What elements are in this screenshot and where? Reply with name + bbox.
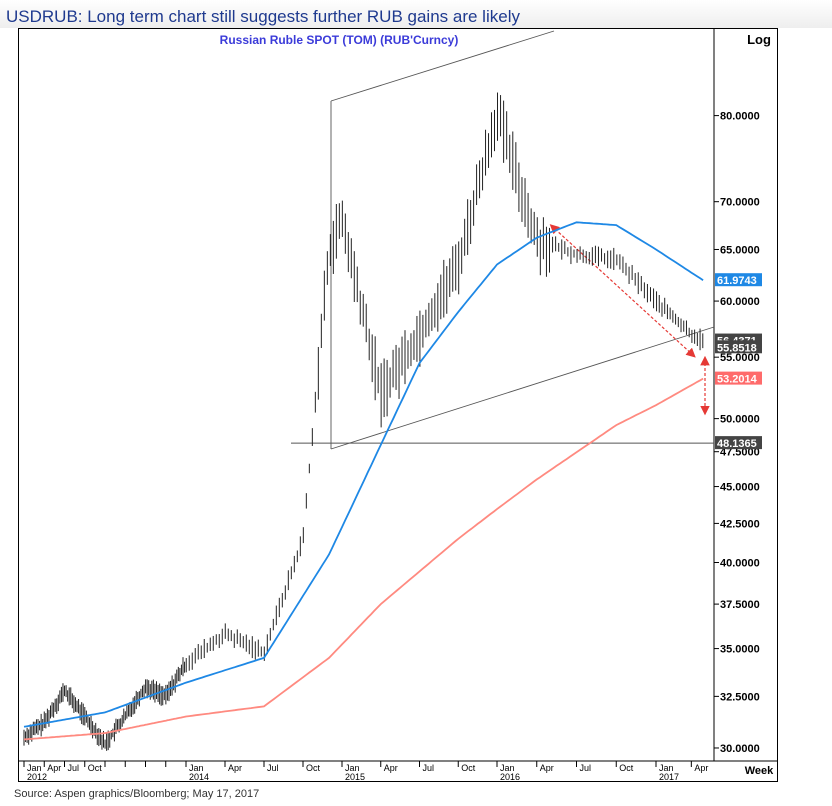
axes: 30.0000 32.5000 35.0000 37.5000 40.0000 42.50… (19, 29, 777, 781)
price-bars (23, 92, 704, 751)
y-tick-label: 42.5000 (720, 518, 760, 530)
y-tick-label: 30.0000 (720, 743, 760, 755)
x-tick-label: Jul (580, 763, 592, 773)
value-label-text: 53.2014 (717, 374, 758, 386)
x-year-label: 2016 (500, 772, 520, 781)
x-year-label: 2015 (345, 772, 365, 781)
y-tick-label: 70.0000 (720, 197, 760, 209)
x-tick-label: Apr (47, 763, 61, 773)
projection-arrow-diagonal (549, 224, 696, 358)
y-tick-label: 50.0000 (720, 414, 760, 426)
moving-averages (23, 221, 704, 741)
y-tick-label: 60.0000 (720, 296, 760, 308)
x-tick-label: Jul (423, 763, 435, 773)
y-tick-label: 80.0000 (720, 111, 760, 123)
moving-average-blue (23, 221, 704, 728)
y-tick-label: 65.0000 (720, 244, 760, 256)
x-tick-label: Oct (306, 763, 321, 773)
x-tick-label: Oct (461, 763, 476, 773)
x-tick-label: Oct (619, 763, 634, 773)
y-tick-label: 55.0000 (720, 352, 760, 364)
value-label-box (715, 436, 762, 450)
value-label-box (715, 371, 762, 385)
chart-frame: Russian Ruble SPOT (TOM) (RUB'Curncy) Lo… (18, 28, 778, 782)
chart-headline: USDRUB: Long term chart still suggests f… (6, 7, 520, 26)
usdrub-chart: Russian Ruble SPOT (TOM) (RUB'Curncy) Lo… (19, 29, 777, 781)
annotations (291, 30, 715, 450)
source-note: Source: Aspen graphics/Bloomberg; May 17… (14, 788, 260, 800)
value-label-box (715, 340, 762, 354)
x-tick-label: Jan (345, 763, 360, 773)
x-tick-label: Apr (384, 763, 398, 773)
value-label-text: 55.8518 (717, 342, 757, 354)
x-year-label: 2017 (659, 772, 679, 781)
y-tick-label: 45.0000 (720, 482, 760, 494)
x-tick-label: Apr (694, 763, 708, 773)
y-tick-label: 40.0000 (720, 557, 760, 569)
x-year-label: 2012 (27, 772, 47, 781)
trendline-upper (330, 30, 555, 102)
moving-average-red (23, 377, 704, 741)
scale-label: Log (747, 32, 771, 47)
value-label-text: 61.9743 (717, 275, 757, 287)
period-label: Week (745, 765, 774, 777)
chart-title: Russian Ruble SPOT (TOM) (RUB'Curncy) (220, 33, 459, 47)
y-tick-label: 35.0000 (720, 644, 760, 656)
y-tick-label: 47.5000 (720, 447, 760, 459)
x-tick-label: Jul (68, 763, 80, 773)
title-bar: USDRUB: Long term chart still suggests f… (0, 0, 832, 28)
x-year-label: 2014 (189, 772, 209, 781)
x-tick-label: Oct (88, 763, 103, 773)
value-label-box (715, 273, 762, 287)
x-tick-label: Jan (500, 763, 515, 773)
x-tick-label: Jan (27, 763, 42, 773)
x-tick-label: Jan (189, 763, 204, 773)
x-tick-label: Jul (267, 763, 279, 773)
x-tick-label: Apr (228, 763, 242, 773)
x-tick-label: Apr (540, 763, 554, 773)
y-tick-label: 37.5000 (720, 599, 760, 611)
x-tick-label: Jan (659, 763, 674, 773)
value-label-text: 48.1365 (717, 438, 757, 450)
y-tick-label: 32.5000 (720, 691, 760, 703)
